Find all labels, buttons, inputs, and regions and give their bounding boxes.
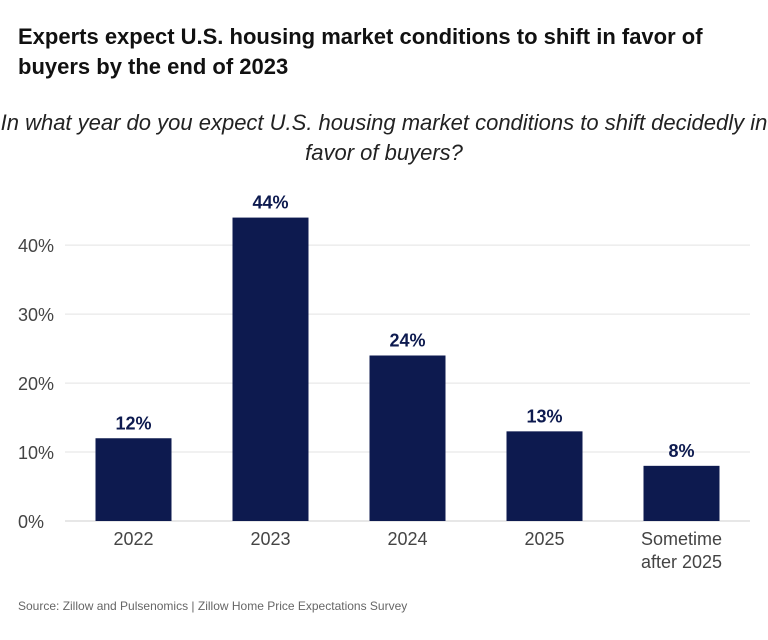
y-tick-label: 30% bbox=[18, 305, 54, 325]
data-label: 13% bbox=[526, 406, 562, 426]
y-axis-tick-labels: 0% 10% 20% 30% 40% bbox=[18, 236, 54, 532]
chart-title: Experts expect U.S. housing market condi… bbox=[18, 24, 703, 79]
bar bbox=[95, 438, 172, 521]
data-label: 12% bbox=[115, 413, 151, 433]
source-note: Source: Zillow and Pulsenomics | Zillow … bbox=[18, 599, 408, 613]
bar bbox=[506, 431, 583, 521]
x-axis-tick-labels: 2022 2023 2024 2025 Sometime after 2025 bbox=[113, 529, 722, 572]
bar bbox=[369, 355, 446, 521]
bar-chart: 0%10%20%30%40% 12%44%24%13%8% 2022 2023 20… bbox=[18, 193, 750, 572]
x-tick-label: 2025 bbox=[524, 529, 564, 549]
y-tick-label: 10% bbox=[18, 443, 54, 463]
x-tick-label: 2022 bbox=[113, 529, 153, 549]
y-tick-label: 0% bbox=[18, 512, 44, 532]
x-tick-label: Sometime after 2025 bbox=[641, 529, 722, 572]
data-label: 24% bbox=[389, 331, 425, 351]
data-label: 8% bbox=[668, 441, 694, 461]
x-tick-label: 2024 bbox=[387, 529, 427, 549]
x-tick-label: 2023 bbox=[250, 529, 290, 549]
bar bbox=[643, 465, 720, 521]
chart-subtitle: In what year do you expect U.S. housing … bbox=[0, 110, 768, 165]
bars bbox=[95, 217, 720, 522]
y-tick-label: 20% bbox=[18, 374, 54, 394]
bar bbox=[232, 217, 309, 522]
data-labels: 12% 44% 24% 13% 8% bbox=[115, 193, 694, 461]
y-tick-label: 40% bbox=[18, 236, 54, 256]
data-label: 44% bbox=[252, 193, 288, 213]
